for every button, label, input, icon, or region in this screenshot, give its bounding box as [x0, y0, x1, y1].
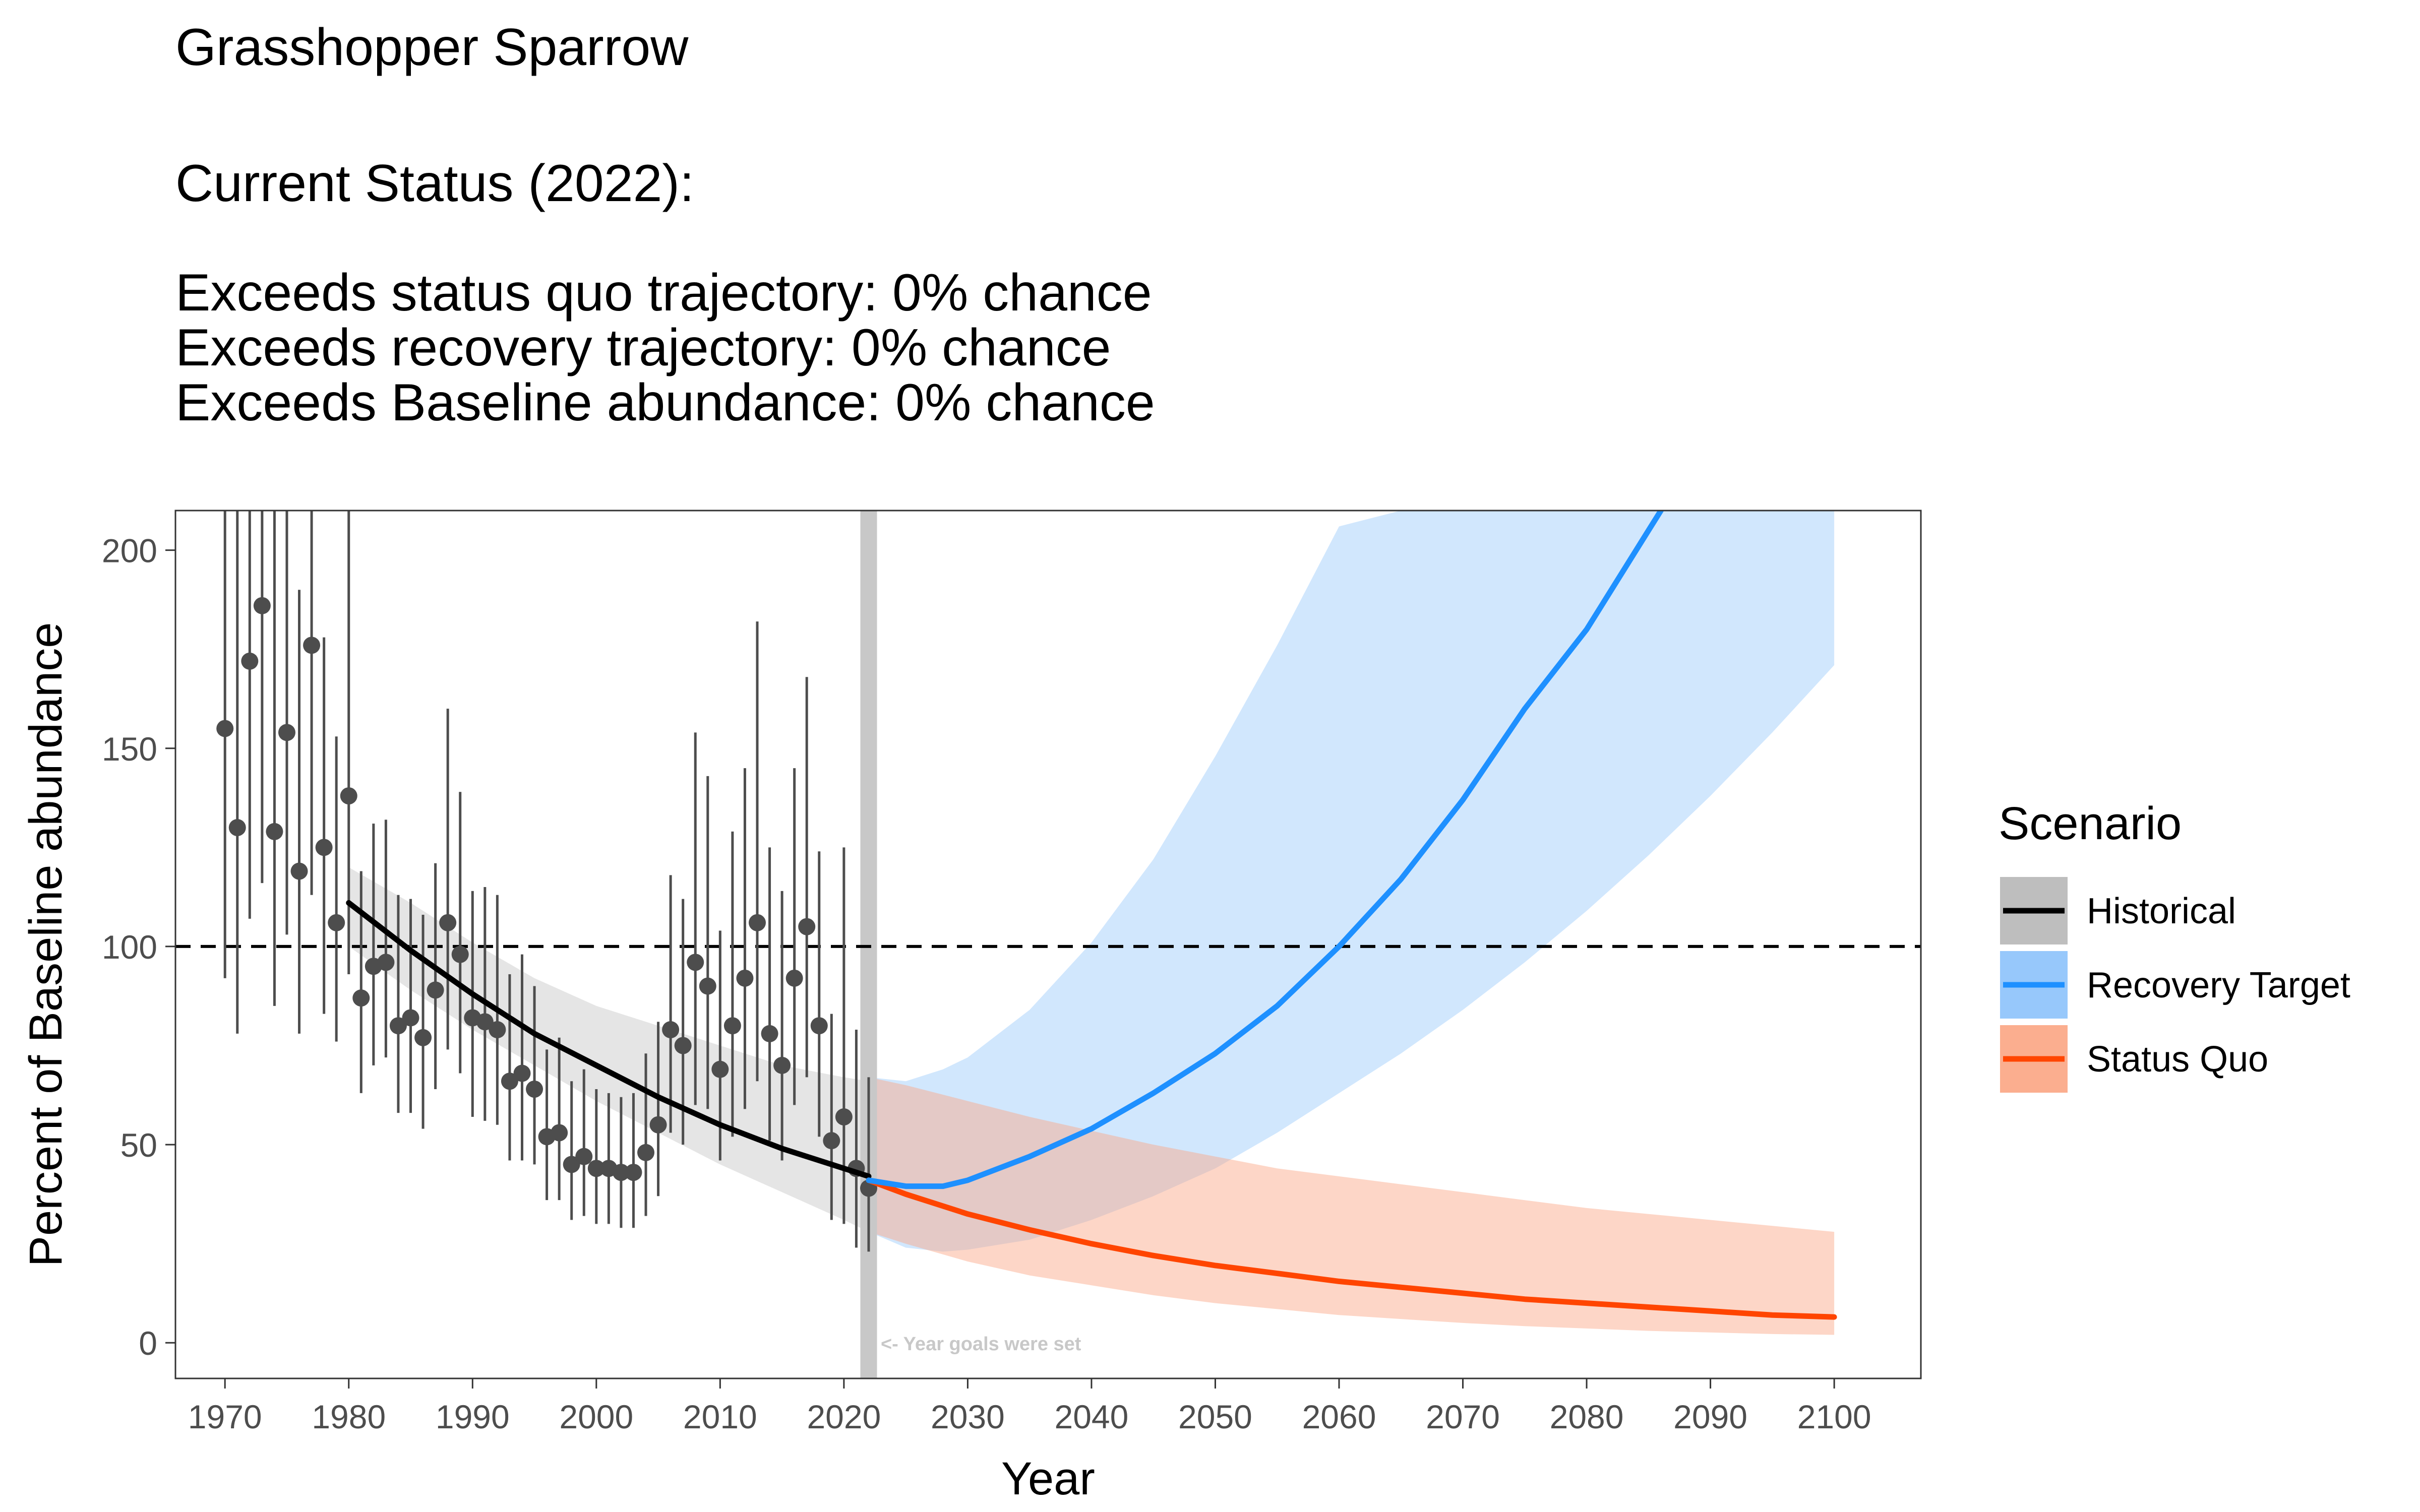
- legend-entry-label: Historical: [2087, 891, 2236, 931]
- observation-point: [798, 918, 816, 935]
- observation-point: [501, 1073, 518, 1090]
- x-tick-label: 2000: [559, 1398, 633, 1435]
- observation-point: [551, 1124, 568, 1142]
- observation-point: [711, 1060, 729, 1078]
- recovery-target-trend-line: [866, 511, 1664, 1189]
- x-tick-label: 2060: [1302, 1398, 1376, 1435]
- observation-point: [241, 652, 259, 670]
- x-tick-label: 1990: [436, 1398, 510, 1435]
- observation-point: [228, 819, 246, 837]
- historical-ribbon: [348, 867, 869, 1232]
- observation-point: [402, 1009, 419, 1027]
- observation-point: [526, 1081, 543, 1098]
- status-quo-ribbon: [869, 1077, 1835, 1335]
- status-quo-trend-line: [866, 1177, 1837, 1320]
- observation-point: [674, 1037, 692, 1054]
- observation-point: [389, 1017, 407, 1035]
- observation-point: [835, 1108, 853, 1126]
- observation-point: [439, 914, 457, 931]
- legend-entry-label: Recovery Target: [2087, 965, 2350, 1005]
- observation-point: [290, 862, 308, 880]
- axes-layer: 0 50 100 150 200 1970 1980 1990 2000 2010 2020 2030…: [102, 532, 1871, 1435]
- x-tick-label: 2050: [1178, 1398, 1252, 1435]
- observation-point: [749, 914, 766, 931]
- y-tick-label: 200: [102, 532, 157, 570]
- chart-title: Grasshopper Sparrow: [175, 18, 689, 77]
- observation-point: [810, 1017, 828, 1035]
- recovery-target-ribbon: [869, 511, 1835, 1252]
- observation-point: [340, 787, 357, 805]
- observation-point: [723, 1017, 741, 1035]
- status-line-status-quo: Exceeds status quo trajectory: 0% chance: [175, 264, 1152, 322]
- observation-point: [451, 946, 469, 963]
- observation-point: [352, 989, 370, 1007]
- x-tick-label: 2030: [931, 1398, 1005, 1435]
- observation-point: [637, 1144, 655, 1161]
- observation-point: [266, 823, 283, 840]
- x-tick-label: 2090: [1673, 1398, 1747, 1435]
- x-tick-label: 2100: [1797, 1398, 1871, 1435]
- x-tick-label: 2070: [1426, 1398, 1500, 1435]
- observation-point: [761, 1025, 778, 1042]
- x-tick-label: 1980: [312, 1398, 386, 1435]
- observation-point: [489, 1021, 506, 1039]
- legend: Scenario Historical Recovery Target Status…: [1999, 798, 2350, 1093]
- observation-point: [377, 954, 395, 971]
- y-tick-label: 100: [102, 928, 157, 966]
- y-tick-label: 0: [139, 1325, 157, 1362]
- y-tick-label: 150: [102, 730, 157, 768]
- observation-point: [427, 981, 444, 999]
- y-axis-title: Percent of Baseline abundance: [20, 622, 72, 1267]
- observation-point: [315, 839, 333, 856]
- historical-trend-line: [346, 900, 872, 1179]
- observation-point: [649, 1116, 667, 1133]
- plot-panel-border: [174, 510, 1922, 1379]
- x-tick-label: 2010: [683, 1398, 757, 1435]
- observation-point: [575, 1148, 593, 1165]
- observation-point: [773, 1056, 791, 1074]
- status-line-recovery: Exceeds recovery trajectory: 0% chance: [175, 319, 1111, 377]
- observation-point: [253, 597, 271, 614]
- observation-point: [328, 914, 345, 931]
- observation-point: [563, 1156, 580, 1173]
- trend-lines-layer: [346, 511, 1837, 1320]
- x-axis-title: Year: [1001, 1453, 1095, 1504]
- legend-title: Scenario: [1999, 798, 2182, 849]
- observation-point: [785, 969, 803, 987]
- observation-point: [662, 1021, 680, 1039]
- observation-point: [303, 637, 321, 654]
- observation-point: [587, 1160, 605, 1177]
- observation-point: [414, 1029, 432, 1046]
- observation-point: [687, 954, 704, 971]
- goal-year-label: <- Year goals were set: [881, 1334, 1081, 1355]
- status-line-baseline: Exceeds Baseline abundance: 0% chance: [175, 373, 1155, 432]
- x-tick-label: 2020: [807, 1398, 881, 1435]
- observations-layer: [216, 511, 877, 1252]
- observation-point: [476, 1013, 494, 1031]
- y-tick-label: 50: [120, 1126, 157, 1164]
- observation-point: [823, 1132, 840, 1150]
- observation-point: [699, 977, 716, 995]
- status-heading: Current Status (2022):: [175, 154, 694, 213]
- x-tick-label: 2040: [1055, 1398, 1129, 1435]
- observation-point: [612, 1164, 630, 1181]
- x-tick-label: 1970: [188, 1398, 262, 1435]
- observation-point: [278, 724, 295, 741]
- legend-entry-label: Status Quo: [2087, 1039, 2268, 1080]
- observation-point: [736, 969, 754, 987]
- observation-point: [216, 720, 234, 737]
- observation-point: [625, 1164, 642, 1181]
- observation-point: [513, 1064, 531, 1082]
- ribbon-layer: [348, 511, 1835, 1335]
- x-tick-label: 2080: [1550, 1398, 1624, 1435]
